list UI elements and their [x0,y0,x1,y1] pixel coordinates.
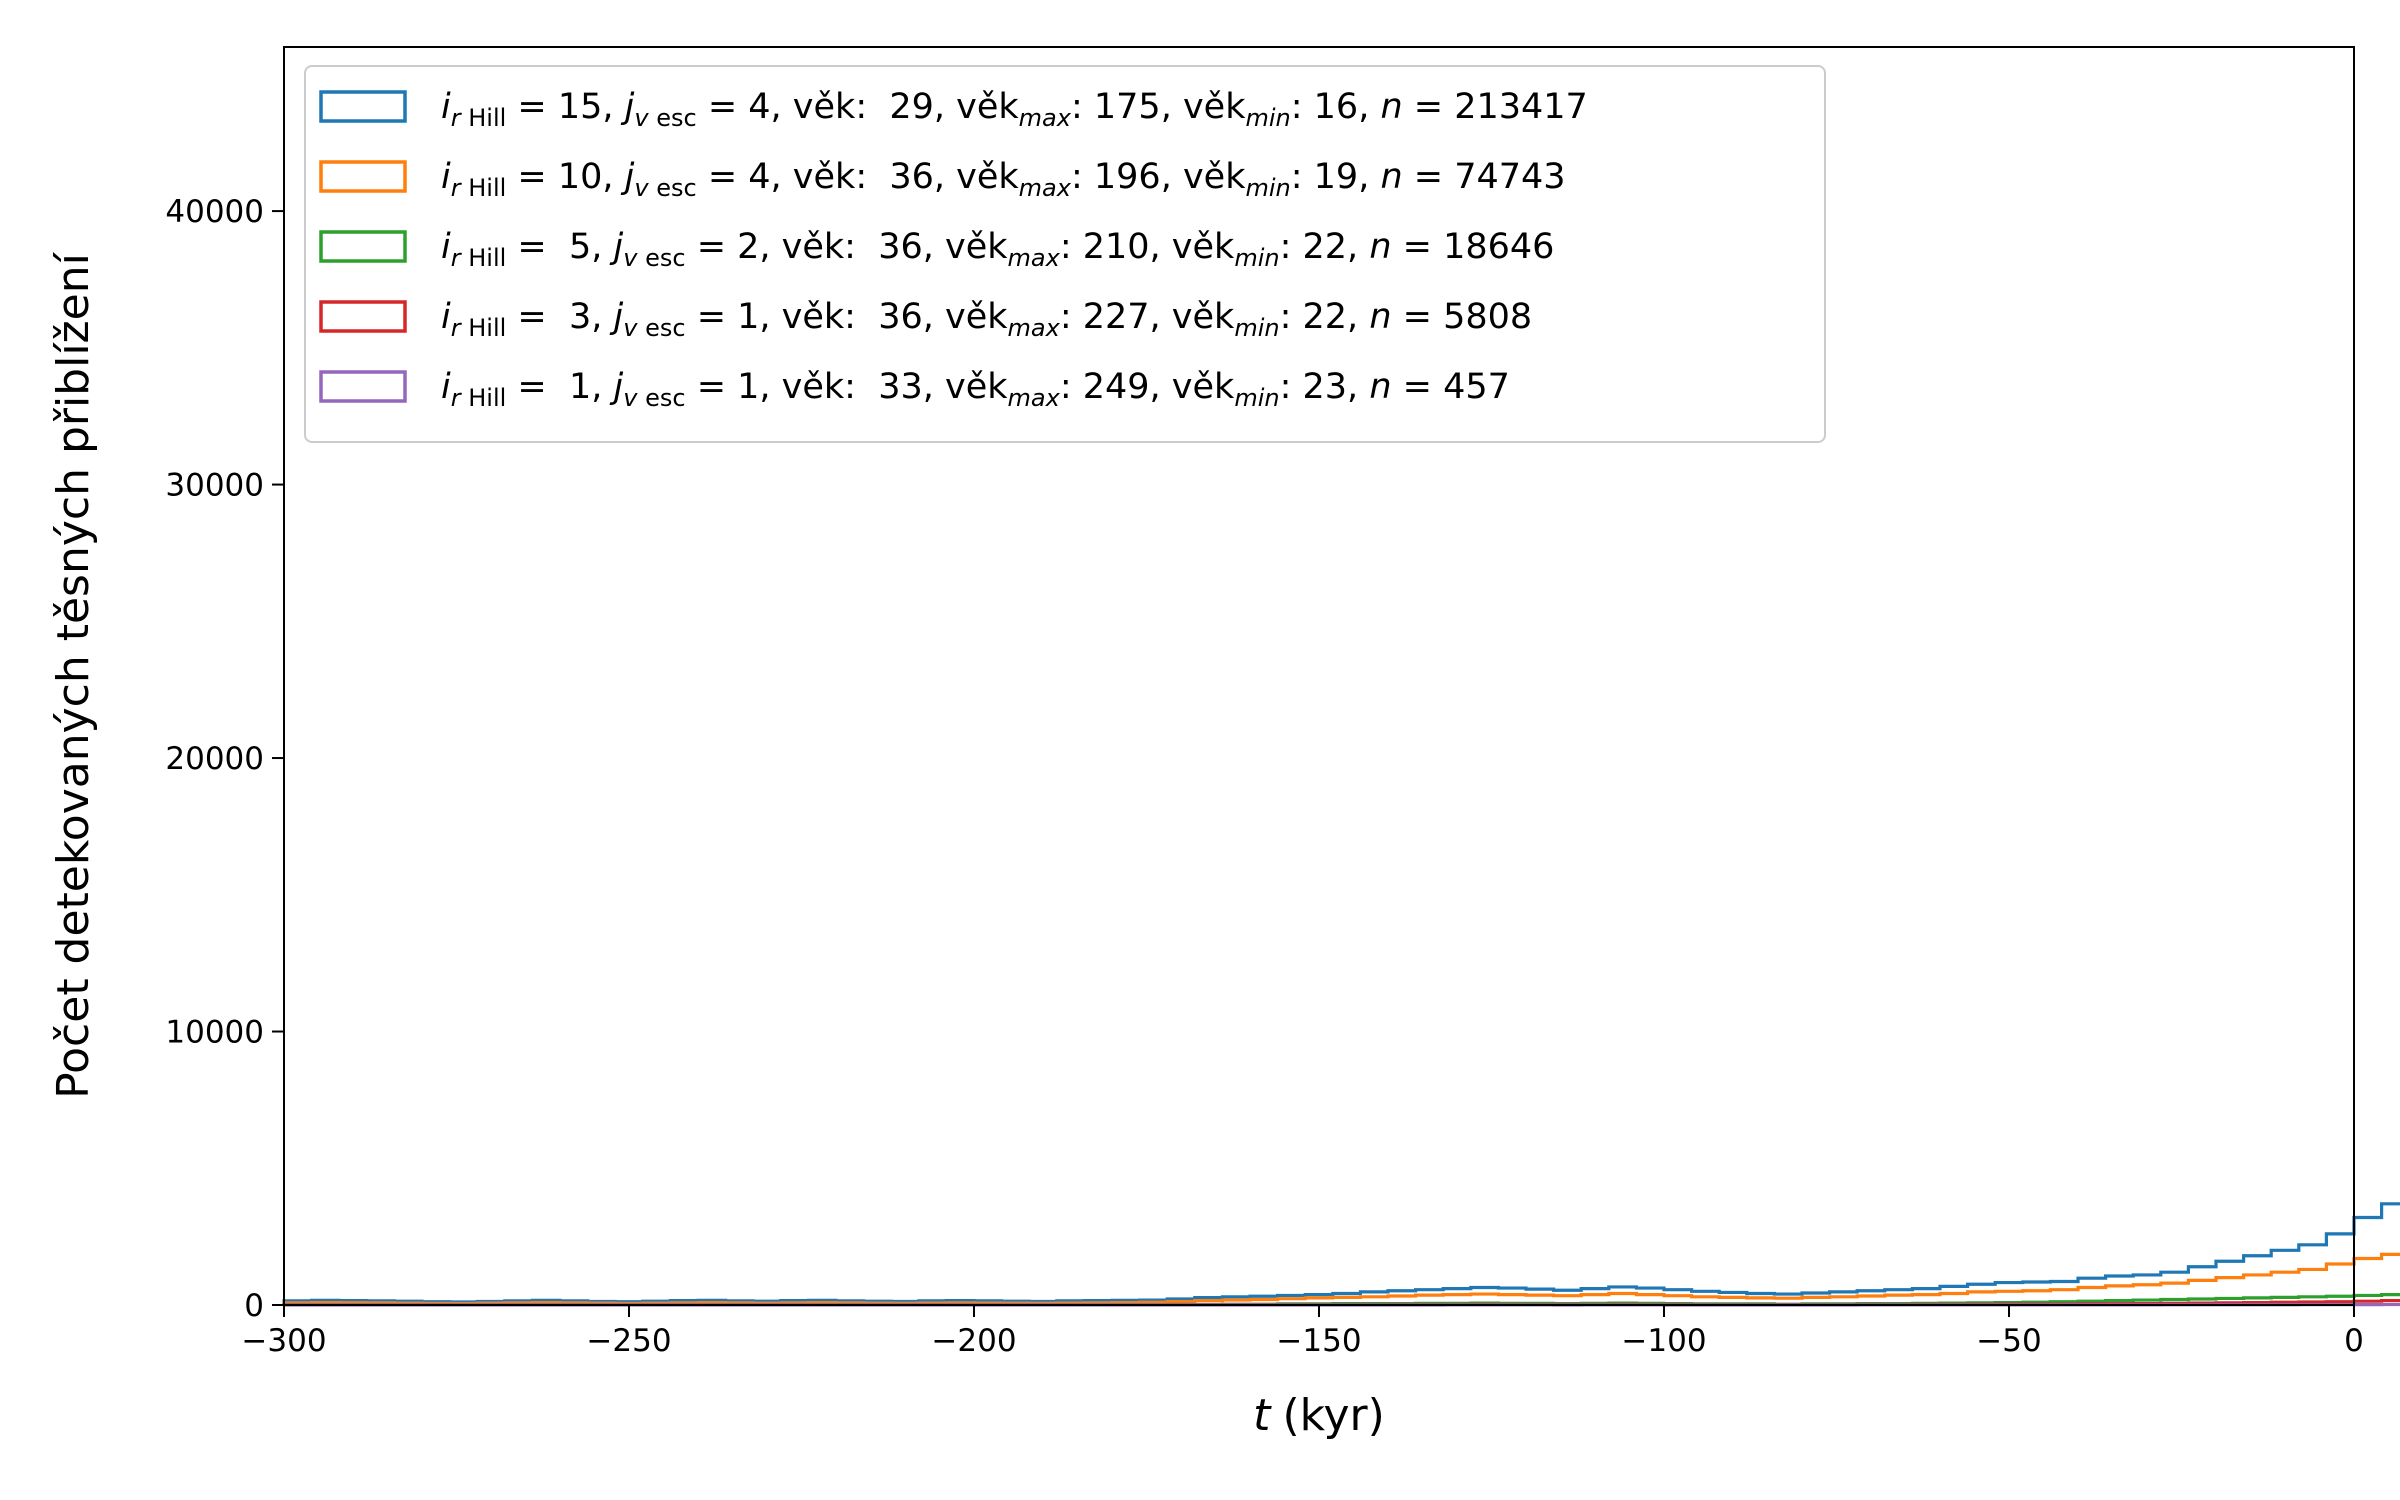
y-tick-label: 20000 [165,741,264,777]
y-axis-label: Počet detekovaných těsných přiblížení [48,251,99,1098]
legend-entry-2: ir Hill = 10, jv esc = 4, věk: 36, věkma… [441,157,1566,202]
x-axis-unit: (kyr) [1282,1390,1384,1441]
x-tick-label: −300 [241,1323,326,1359]
x-tick-label: 0 [2344,1323,2364,1359]
legend-entry-4: ir Hill = 3, jv esc = 1, věk: 36, věkmax… [441,297,1532,342]
x-tick-label: −200 [931,1323,1016,1359]
legend-frame [304,65,1826,443]
legend-entry-1: ir Hill = 15, jv esc = 4, věk: 29, věkma… [441,87,1588,132]
x-tick-label: −50 [1976,1323,2041,1359]
x-axis: −300 −250 −200 −150 −100 −50 0 [241,1305,2364,1359]
x-tick-label: −150 [1276,1323,1361,1359]
y-tick-label: 0 [244,1288,264,1324]
x-axis-label: t (kyr) [1253,1390,1385,1441]
legend-swatch-4 [319,300,407,333]
legend-swatch-1 [319,90,407,123]
legend-entry-5: ir Hill = 1, jv esc = 1, věk: 33, věkmax… [441,367,1510,412]
x-tick-label: −250 [586,1323,671,1359]
legend-swatch-2 [319,160,407,193]
legend-entry-3: ir Hill = 5, jv esc = 2, věk: 36, věkmax… [441,227,1554,272]
x-tick-label: −100 [1621,1323,1706,1359]
histogram-series-1 [282,1202,2400,1305]
y-tick-label: 30000 [165,468,264,504]
y-tick-label: 40000 [165,194,264,230]
legend-swatch-3 [319,230,407,263]
x-axis-variable: t [1253,1390,1272,1441]
legend-swatch-5 [319,370,407,403]
y-axis: 0 10000 20000 30000 40000 [165,194,284,1324]
histogram-series-2 [282,1252,2400,1306]
legend: ir Hill = 15, jv esc = 4, věk: 29, věkma… [304,65,1826,443]
y-tick-label: 10000 [165,1015,264,1051]
